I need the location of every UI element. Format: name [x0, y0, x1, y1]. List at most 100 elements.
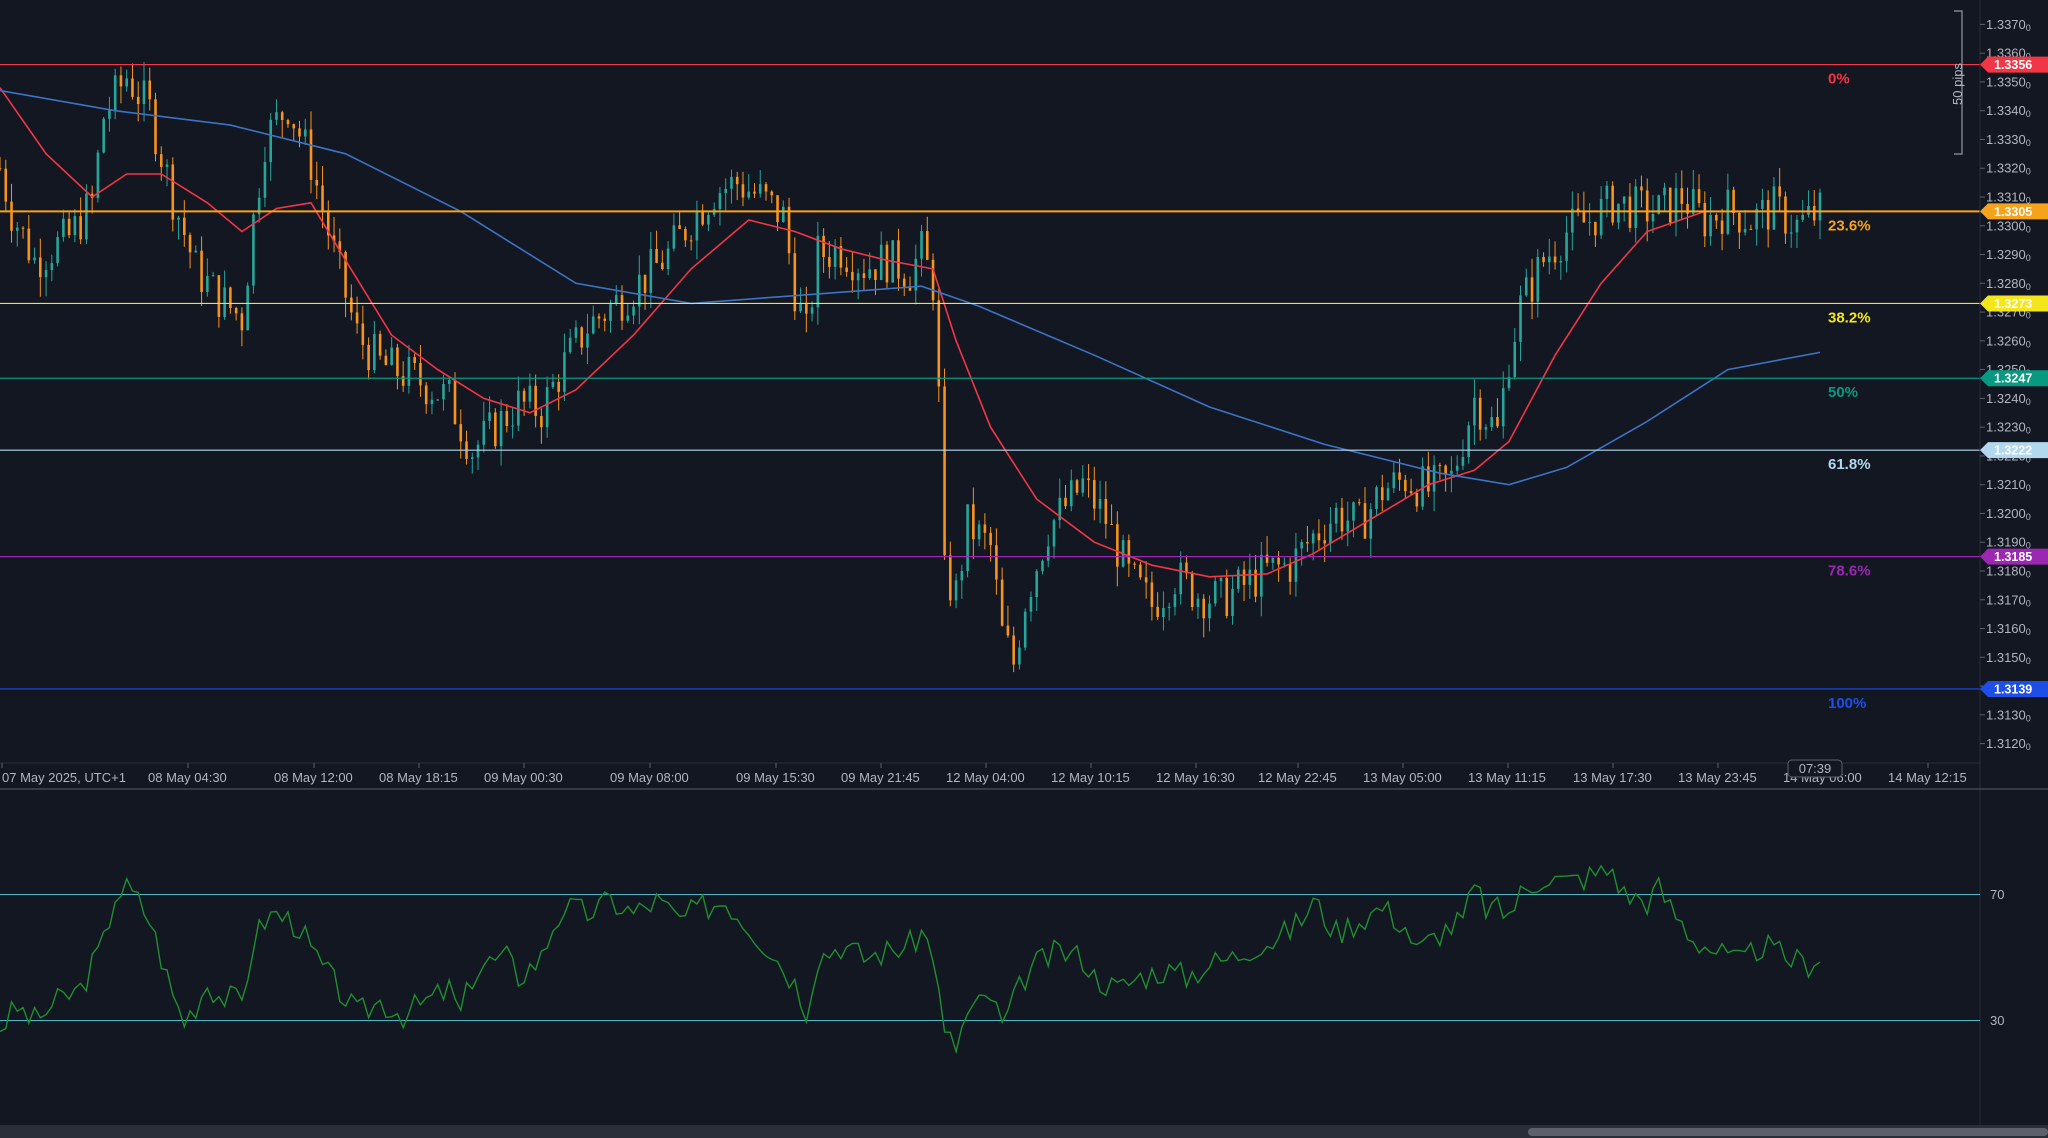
pip-measure-tool[interactable]: 50 pips — [1950, 10, 1965, 155]
candle-body — [741, 184, 745, 198]
candle-body — [1778, 186, 1781, 197]
candle-body — [1386, 488, 1390, 501]
candle-body — [401, 376, 405, 386]
candle-body — [234, 308, 238, 314]
candle-body — [292, 124, 296, 129]
price-tag — [1980, 548, 2048, 565]
candle-body — [1069, 480, 1073, 507]
candle-body — [1219, 578, 1223, 582]
price-tag — [1980, 370, 2048, 387]
price-tick-label: 1.31300 — [1986, 707, 2031, 723]
candle-body — [1588, 221, 1591, 223]
candle-body — [816, 235, 820, 308]
candle-body — [1761, 200, 1764, 209]
candle-body — [1691, 189, 1695, 214]
candle-body — [897, 240, 900, 279]
candle-body — [1421, 466, 1424, 507]
candle-body — [885, 244, 889, 283]
time-tick-label: 12 May 10:15 — [1051, 770, 1130, 785]
candle-body — [1058, 497, 1062, 521]
time-tick-label: 13 May 05:00 — [1363, 770, 1442, 785]
price-tick-label: 1.32100 — [1986, 477, 2031, 493]
candle-body — [1697, 189, 1701, 204]
candle-body — [1179, 562, 1182, 595]
candle-body — [1098, 498, 1102, 509]
price-tick-label: 1.33100 — [1986, 190, 2031, 206]
candle-body — [1277, 557, 1280, 565]
time-tick-label: 12 May 16:30 — [1156, 770, 1235, 785]
candle-body — [332, 235, 336, 242]
candle-body — [476, 444, 480, 458]
scrollbar-thumb[interactable] — [1528, 1128, 2048, 1136]
candle-body — [828, 257, 831, 267]
oscillator-pane[interactable]: 70 30 — [0, 864, 2004, 1055]
candle-body — [1473, 397, 1476, 426]
candle-body — [1375, 487, 1378, 510]
candle-body — [695, 211, 699, 241]
candle-body — [614, 295, 618, 305]
candle-body — [511, 425, 514, 427]
candle-body — [1634, 186, 1637, 228]
candle-body — [183, 217, 186, 235]
candle-body — [177, 217, 180, 220]
candle-body — [1496, 417, 1499, 427]
candle-body — [125, 78, 129, 87]
candle-body — [499, 411, 503, 447]
candle-body — [781, 206, 785, 223]
time-tick-label: 13 May 23:45 — [1678, 770, 1757, 785]
price-pane[interactable]: 0% 23.6% 38.2% 50% 61.8% 78.6% 100% — [0, 61, 1980, 712]
candle-body — [1651, 214, 1655, 222]
candle-body — [482, 420, 486, 445]
candle-body — [211, 275, 215, 277]
candle-body — [102, 118, 105, 153]
candle-body — [701, 211, 704, 225]
candle-body — [303, 129, 307, 137]
candle-body — [1196, 598, 1200, 608]
candle-body — [908, 286, 912, 291]
candle-body — [856, 273, 860, 281]
candle-body — [1484, 427, 1488, 430]
candle-body — [257, 197, 261, 215]
time-tick-label: 09 May 08:00 — [610, 770, 689, 785]
candle-body — [4, 168, 8, 202]
fib-level-label: 23.6% — [1828, 217, 1871, 234]
candle-body — [972, 504, 975, 540]
candle-body — [1404, 479, 1407, 492]
candle-body — [839, 246, 843, 268]
candle-body — [1807, 205, 1810, 215]
candle-body — [874, 269, 877, 281]
candle-body — [1594, 221, 1597, 236]
candle-body — [1663, 187, 1666, 196]
time-axis[interactable]: 07 May 2025, UTC+1 08 May 04:30 08 May 12:… — [1, 763, 1967, 785]
candle-body — [966, 504, 969, 572]
price-tag-label: 1.3139 — [1994, 682, 2032, 696]
candle-body — [326, 210, 330, 236]
candle-body — [298, 128, 301, 137]
candle-body — [1409, 491, 1413, 494]
price-tag-label: 1.3356 — [1994, 58, 2032, 72]
price-tag-label: 1.3222 — [1994, 444, 2032, 458]
candle-body — [350, 297, 353, 313]
candle-body — [1715, 214, 1718, 221]
candle-body — [1392, 472, 1396, 489]
candle-body — [833, 246, 837, 267]
candle-body — [1283, 563, 1286, 565]
candle-body — [591, 316, 595, 334]
price-axis[interactable]: 1.337001.336001.335001.334001.333001.332… — [1980, 17, 2031, 752]
candle-body — [1248, 569, 1252, 585]
fibonacci-retracement[interactable]: 0% 23.6% 38.2% 50% 61.8% 78.6% 100% — [0, 64, 1980, 712]
candle-body — [580, 327, 584, 348]
fib-level-label: 100% — [1828, 695, 1866, 712]
candle-body — [62, 218, 65, 238]
candle-body — [1565, 232, 1568, 261]
candle-body — [1490, 417, 1494, 428]
candle-body — [1548, 256, 1551, 263]
candle-body — [1415, 493, 1419, 507]
candle-body — [361, 323, 365, 345]
candle-body — [586, 333, 589, 348]
candle-body — [1398, 472, 1401, 480]
candle-body — [1294, 548, 1298, 582]
time-tick-label: 08 May 18:15 — [379, 770, 458, 785]
price-tag-label: 1.3273 — [1994, 297, 2032, 311]
